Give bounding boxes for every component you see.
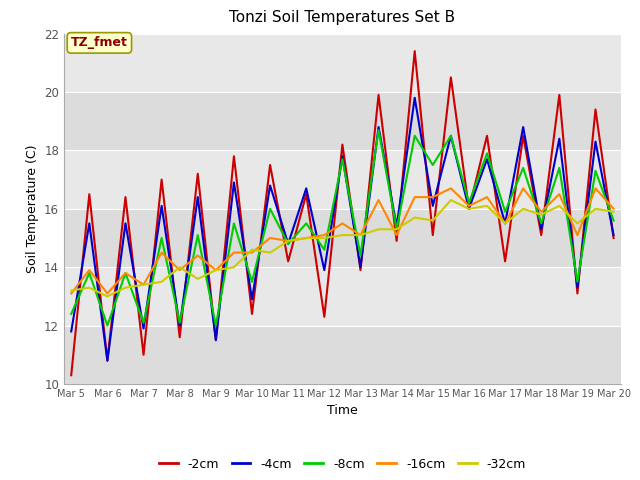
Bar bbox=[64, 34, 621, 92]
Bar bbox=[64, 209, 621, 267]
Title: Tonzi Soil Temperatures Set B: Tonzi Soil Temperatures Set B bbox=[229, 11, 456, 25]
Bar bbox=[64, 267, 621, 325]
Y-axis label: Soil Temperature (C): Soil Temperature (C) bbox=[26, 144, 38, 273]
Legend: -2cm, -4cm, -8cm, -16cm, -32cm: -2cm, -4cm, -8cm, -16cm, -32cm bbox=[154, 453, 531, 476]
X-axis label: Time: Time bbox=[327, 405, 358, 418]
Bar bbox=[64, 92, 621, 150]
Bar bbox=[64, 150, 621, 209]
Bar bbox=[64, 325, 621, 384]
Text: TZ_fmet: TZ_fmet bbox=[71, 36, 128, 49]
